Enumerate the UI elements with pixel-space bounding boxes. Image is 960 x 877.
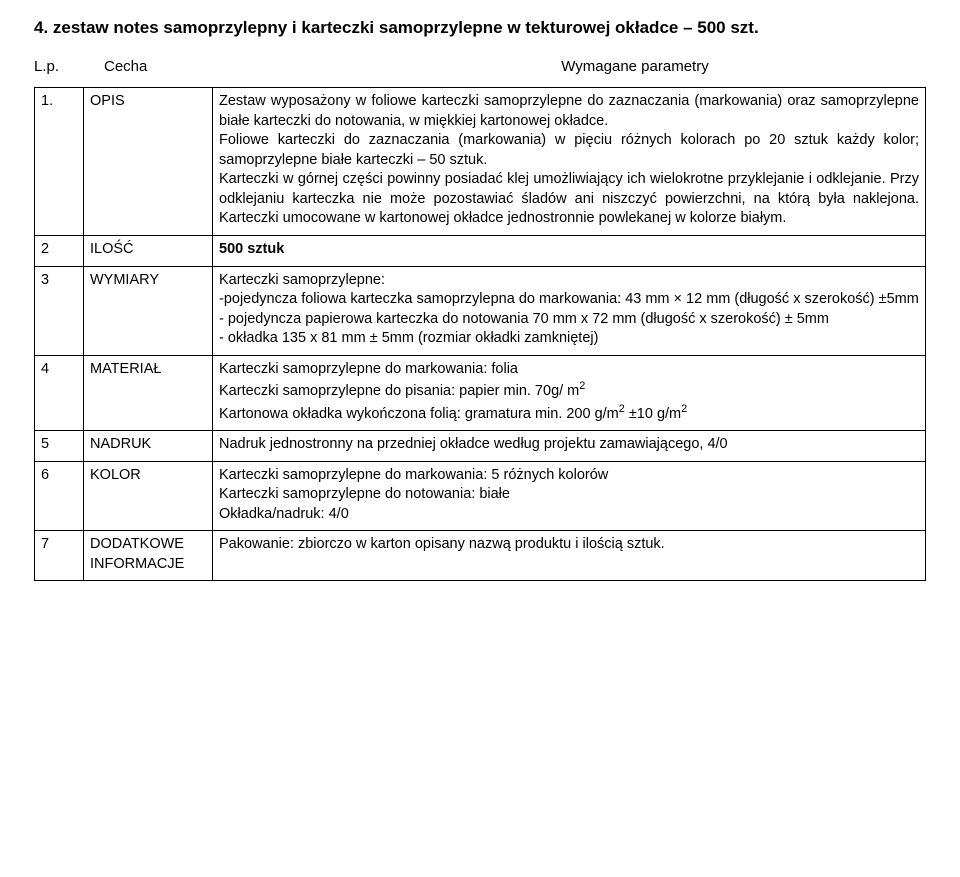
- col-head-wym: Wymagane parametry: [344, 58, 926, 75]
- cell-key: OPIS: [84, 88, 213, 236]
- cell-val: Karteczki samoprzylepne do markowania: f…: [213, 355, 926, 430]
- table-row: 2 ILOŚĆ 500 sztuk: [35, 235, 926, 266]
- key-line2: INFORMACJE: [90, 556, 184, 572]
- table-row: 3 WYMIARY Karteczki samoprzylepne: -poje…: [35, 266, 926, 355]
- opis-p2: Foliowe karteczki do zaznaczania (markow…: [219, 132, 919, 168]
- cell-lp: 4: [35, 355, 84, 430]
- cell-lp: 1.: [35, 88, 84, 236]
- sup-2: 2: [681, 403, 687, 415]
- table-row: 5 NADRUK Nadruk jednostronny na przednie…: [35, 431, 926, 462]
- sup-2: 2: [579, 380, 585, 392]
- cell-lp: 2: [35, 235, 84, 266]
- kol-l3: Okładka/nadruk: 4/0: [219, 506, 349, 522]
- cell-key: KOLOR: [84, 461, 213, 531]
- cell-key: ILOŚĆ: [84, 235, 213, 266]
- kol-l1: Karteczki samoprzylepne do markowania: 5…: [219, 467, 608, 483]
- cell-lp: 6: [35, 461, 84, 531]
- cell-val: Karteczki samoprzylepne: -pojedyncza fol…: [213, 266, 926, 355]
- mat-l3a: Kartonowa okładka wykończona folią: gram…: [219, 406, 619, 422]
- cell-val: Nadruk jednostronny na przedniej okładce…: [213, 431, 926, 462]
- table-row: 7 DODATKOWE INFORMACJE Pakowanie: zbiorc…: [35, 531, 926, 581]
- mat-l1: Karteczki samoprzylepne do markowania: f…: [219, 361, 518, 377]
- cell-lp: 7: [35, 531, 84, 581]
- col-head-cecha: Cecha: [104, 58, 344, 75]
- cell-val: Pakowanie: zbiorczo w karton opisany naz…: [213, 531, 926, 581]
- spec-table: 1. OPIS Zestaw wyposażony w foliowe kart…: [34, 87, 926, 581]
- table-row: 1. OPIS Zestaw wyposażony w foliowe kart…: [35, 88, 926, 236]
- key-line1: DODATKOWE: [90, 536, 184, 552]
- mat-l3b: ±10 g/m: [625, 406, 681, 422]
- column-head-row: L.p. Cecha Wymagane parametry: [34, 58, 926, 75]
- wym-l4: - okładka 135 x 81 mm ± 5mm (rozmiar okł…: [219, 330, 598, 346]
- wym-l3: - pojedyncza papierowa karteczka do noto…: [219, 311, 829, 327]
- cell-lp: 5: [35, 431, 84, 462]
- wym-l2: -pojedyncza foliowa karteczka samoprzyle…: [219, 291, 919, 307]
- col-head-lp: L.p.: [34, 58, 104, 75]
- table-row: 6 KOLOR Karteczki samoprzylepne do marko…: [35, 461, 926, 531]
- kol-l2: Karteczki samoprzylepne do notowania: bi…: [219, 486, 510, 502]
- opis-p3: Karteczki w górnej części powinny posiad…: [219, 171, 919, 226]
- table-row: 4 MATERIAŁ Karteczki samoprzylepne do ma…: [35, 355, 926, 430]
- cell-key: NADRUK: [84, 431, 213, 462]
- section-title: 4. zestaw notes samoprzylepny i karteczk…: [34, 18, 926, 38]
- cell-val: Karteczki samoprzylepne do markowania: 5…: [213, 461, 926, 531]
- cell-val: 500 sztuk: [213, 235, 926, 266]
- cell-key: DODATKOWE INFORMACJE: [84, 531, 213, 581]
- cell-key: WYMIARY: [84, 266, 213, 355]
- cell-val: Zestaw wyposażony w foliowe karteczki sa…: [213, 88, 926, 236]
- cell-key: MATERIAŁ: [84, 355, 213, 430]
- cell-lp: 3: [35, 266, 84, 355]
- wym-l1: Karteczki samoprzylepne:: [219, 272, 385, 288]
- page-root: 4. zestaw notes samoprzylepny i karteczk…: [0, 0, 960, 611]
- opis-p1: Zestaw wyposażony w foliowe karteczki sa…: [219, 93, 919, 129]
- mat-l2a: Karteczki samoprzylepne do pisania: papi…: [219, 383, 579, 399]
